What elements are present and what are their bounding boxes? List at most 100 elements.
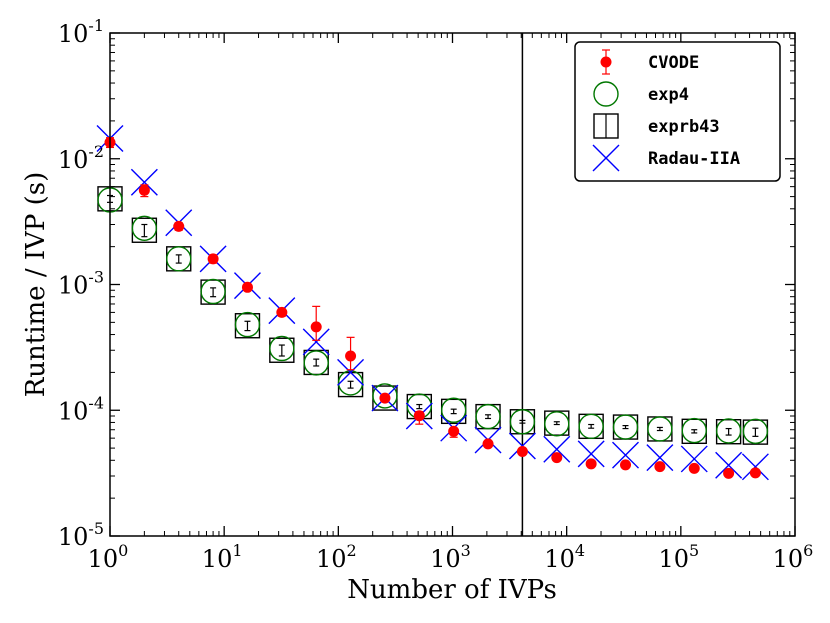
exp4-point	[234, 311, 261, 338]
exp4-point	[166, 246, 192, 272]
cvode-error-bar	[243, 283, 252, 291]
cvode-error-bar	[209, 254, 218, 264]
x-tick-label: 105	[658, 541, 699, 573]
exp4-point	[612, 414, 639, 440]
exp4-point	[475, 403, 501, 430]
cvode-error-bar	[312, 305, 321, 341]
legend-marker-radau-iia	[592, 144, 620, 172]
radau-iia-point	[130, 168, 158, 196]
exp4-point	[544, 411, 570, 437]
radau-iia-point-stroke	[577, 440, 605, 468]
y-tick-label: 10-5	[58, 519, 104, 551]
y-axis-label: Runtime / IVP (s)	[21, 172, 51, 398]
exp4-point	[440, 397, 467, 423]
exp4-point	[372, 383, 398, 409]
cvode-error-bar	[655, 464, 664, 469]
radau-iia-point-stroke	[715, 451, 743, 479]
cvode-error-bar	[346, 336, 355, 371]
exprb43-error-bar	[725, 427, 732, 436]
radau-iia-point-stroke	[508, 432, 536, 460]
exp4-point	[337, 370, 364, 396]
x-tick-label: 101	[202, 541, 243, 573]
radau-iia-point-stroke	[741, 453, 769, 481]
cvode-error-bar	[621, 462, 630, 467]
legend-label-radau-iia: Radau-IIA	[648, 149, 740, 169]
plot-frame	[109, 32, 796, 537]
radau-iia-point	[680, 445, 708, 473]
legend-entry-cvode: CVODE	[600, 49, 699, 75]
radau-iia-point	[543, 435, 571, 463]
legend-entry-radau-iia: Radau-IIA	[592, 144, 740, 172]
axis-labels: Number of IVPs Runtime / IVP (s)	[21, 172, 557, 605]
x-tick-label: 104	[544, 541, 585, 573]
exp4-point	[200, 278, 226, 305]
exp4-point	[269, 335, 295, 362]
exprb43-error-bar	[519, 419, 526, 424]
y-tick-label: 10-2	[58, 142, 104, 174]
x-axis-label: Number of IVPs	[347, 575, 557, 605]
cvode-error-bar	[518, 449, 527, 454]
cvode-error-bar	[380, 395, 389, 401]
exprb43-error-bar	[175, 254, 182, 264]
legend-marker-exp4	[593, 81, 619, 107]
x-tick-label: 103	[430, 541, 471, 573]
exp4-point	[509, 409, 536, 435]
radau-iia-point-stroke	[302, 328, 330, 356]
exprb43-error-bar	[313, 358, 320, 367]
exprb43-error-bar	[485, 414, 492, 420]
exprb43-error-bar	[210, 287, 217, 298]
exprb43-error-bar	[553, 421, 560, 426]
cvode-error-bar	[484, 441, 493, 447]
exprb43-error-bar	[347, 380, 354, 389]
cvode-error-bar	[751, 470, 760, 476]
exprb43-error-bar	[656, 426, 663, 432]
radau-iia-point	[508, 432, 536, 460]
radau-iia-point-stroke	[612, 441, 640, 469]
exp4-point	[578, 413, 604, 440]
cvode-error-bar	[552, 455, 561, 460]
exprb43-error-bar	[691, 429, 698, 434]
radau-iia-point	[612, 441, 640, 469]
legend-entry-exprb43: exprb43	[593, 113, 720, 139]
exprb43-error-bar	[416, 403, 423, 410]
exprb43-error-bar	[588, 423, 595, 429]
y-tick-label: 10-3	[58, 268, 104, 300]
cvode-error-bar	[415, 411, 424, 425]
cvode-error-bar	[174, 222, 183, 231]
legend-entry-exp4: exp4	[593, 81, 689, 107]
legend-label-cvode: CVODE	[648, 53, 699, 73]
radau-iia-point	[715, 451, 743, 479]
x-tick-label: 100	[88, 541, 129, 573]
y-tick-label: 10-1	[58, 16, 104, 48]
exp4-point	[647, 416, 673, 442]
radau-iia-point-stroke	[680, 445, 708, 473]
radau-iia-point	[741, 453, 769, 481]
exp4-point	[681, 417, 707, 444]
exp4-point	[742, 418, 769, 445]
exprb43-error-bar	[622, 424, 629, 430]
radau-iia-point-stroke	[337, 358, 365, 386]
legend-label-exprb43: exprb43	[648, 117, 720, 137]
radau-iia-point	[646, 444, 674, 472]
x-tick-label: 102	[316, 541, 357, 573]
exp4-point	[131, 215, 158, 241]
exprb43-error-bar	[141, 223, 148, 238]
exprb43-error-bar	[278, 344, 285, 357]
legend: CVODE exp4 exprb43 Radau-IIA	[574, 41, 781, 182]
legend-marker-radau-iia-stroke	[592, 144, 620, 172]
x-tick-label: 106	[773, 541, 814, 573]
y-tick-label: 10-4	[58, 393, 104, 425]
plot-layer	[96, 33, 769, 536]
radau-iia-point-stroke	[130, 168, 158, 196]
cvode-error-bar	[449, 427, 458, 438]
radau-iia-point	[577, 440, 605, 468]
radau-iia-point	[337, 358, 365, 386]
radau-iia-point-stroke	[543, 435, 571, 463]
exp4-point	[303, 350, 329, 376]
cvode-error-bar	[587, 461, 596, 466]
legend-label-exp4: exp4	[648, 85, 689, 105]
legend-marker-cvode	[600, 56, 612, 68]
cvode-error-bar	[140, 184, 149, 198]
exprb43-error-bar	[752, 427, 759, 437]
exp4-point	[715, 418, 742, 444]
